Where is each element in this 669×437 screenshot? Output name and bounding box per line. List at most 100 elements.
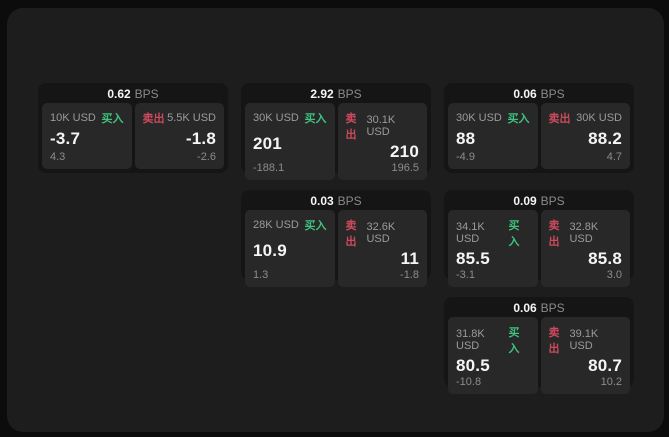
sell-delta: 196.5 — [391, 162, 419, 174]
sell-price: 80.7 — [588, 356, 622, 375]
bps-value: 0.09 — [513, 194, 537, 208]
bps-unit-label: BPS — [540, 87, 565, 101]
sell-price: 85.8 — [588, 249, 622, 268]
bps-unit-label: BPS — [540, 301, 565, 315]
sell-tile-top: 卖出 32.6K USD — [346, 217, 420, 249]
buy-amount: 28K USD — [253, 219, 299, 231]
buy-tile-top: 34.1K USD 买入 — [456, 217, 530, 249]
buy-tile-top: 30K USD 买入 — [253, 110, 327, 126]
card-header: 0.03 BPS — [245, 193, 427, 210]
sell-amount: 32.8K USD — [569, 221, 599, 245]
sell-amount: 30.1K USD — [366, 114, 396, 138]
buy-price: 80.5 — [456, 356, 490, 375]
buy-quote-tile[interactable]: 31.8K USD 买入 80.5 -10.8 — [448, 317, 538, 394]
buy-price: -3.7 — [50, 128, 81, 148]
buy-delta: 4.3 — [50, 151, 66, 163]
buy-amount: 30K USD — [456, 112, 502, 124]
sell-delta: 4.7 — [606, 151, 622, 163]
sell-amount: 32.6K USD — [366, 221, 396, 245]
sell-quote-tile[interactable]: 卖出 5.5K USD -1.8 -2.6 — [134, 103, 224, 169]
buy-amount: 30K USD — [253, 112, 299, 124]
quote-panels: 30K USD 买入 88 -4.9 卖出 30K USD 88.2 4.7 — [448, 103, 630, 169]
bps-unit-label: BPS — [337, 87, 362, 101]
sell-price: 11 — [400, 249, 419, 268]
quote-panels: 10K USD 买入 -3.7 4.3 卖出 5.5K USD -1.8 -2.… — [42, 103, 224, 169]
sell-label: 卖出 — [345, 113, 357, 141]
sell-quote-tile[interactable]: 卖出 32.8K USD 85.8 3.0 — [540, 210, 630, 287]
buy-label: 买入 — [508, 327, 520, 355]
card-header: 0.06 BPS — [448, 86, 630, 103]
quote-panels: 31.8K USD 买入 80.5 -10.8 卖出 39.1K USD 80.… — [448, 317, 630, 394]
sell-amount: 5.5K USD — [167, 112, 216, 124]
quote-card: 0.06 BPS 31.8K USD 买入 80.5 -10.8 卖 — [444, 297, 634, 394]
bps-value: 0.06 — [513, 87, 537, 101]
sell-quote-tile[interactable]: 卖出 30.1K USD 210 196.5 — [337, 103, 427, 180]
sell-delta: -2.6 — [197, 151, 216, 163]
sell-tile-top: 卖出 32.8K USD — [549, 217, 623, 249]
bps-value: 0.06 — [513, 301, 537, 315]
sell-quote-tile[interactable]: 卖出 32.6K USD 11 -1.8 — [337, 210, 427, 287]
buy-quote-tile[interactable]: 30K USD 买入 201 -188.1 — [245, 103, 335, 180]
buy-delta: -10.8 — [456, 376, 482, 388]
sell-tile-top: 卖出 5.5K USD — [143, 110, 217, 126]
sell-quote-tile[interactable]: 卖出 39.1K USD 80.7 10.2 — [540, 317, 630, 394]
buy-amount: 34.1K USD — [456, 221, 485, 245]
buy-tile-top: 10K USD 买入 — [50, 110, 124, 126]
buy-tile-top: 31.8K USD 买入 — [456, 324, 530, 356]
sell-price: 88.2 — [588, 128, 622, 148]
board-canvas: 0.62 BPS 10K USD 买入 -3.7 4.3 卖出 — [7, 8, 664, 432]
quote-card: 0.06 BPS 30K USD 买入 88 -4.9 卖出 — [444, 83, 634, 173]
sell-tile-top: 卖出 30K USD — [549, 110, 623, 126]
buy-label: 买入 — [304, 113, 327, 125]
quote-panels: 28K USD 买入 10.9 1.3 卖出 32.6K USD 11 -1.8 — [245, 210, 427, 287]
quote-card: 0.09 BPS 34.1K USD 买入 85.5 -3.1 卖出 — [444, 190, 634, 287]
buy-tile-top: 30K USD 买入 — [456, 110, 530, 126]
card-header: 0.62 BPS — [42, 86, 224, 103]
quote-card-grid: 0.62 BPS 10K USD 买入 -3.7 4.3 卖出 — [38, 83, 634, 394]
bps-value: 0.03 — [310, 194, 334, 208]
buy-quote-tile[interactable]: 10K USD 买入 -3.7 4.3 — [42, 103, 132, 169]
bps-unit-label: BPS — [134, 87, 159, 101]
sell-delta: -1.8 — [400, 269, 419, 281]
buy-label: 买入 — [507, 113, 530, 125]
sell-label: 卖出 — [548, 113, 571, 125]
quote-panels: 34.1K USD 买入 85.5 -3.1 卖出 32.8K USD 85.8… — [448, 210, 630, 287]
sell-label: 卖出 — [548, 220, 560, 248]
buy-price: 10.9 — [253, 241, 287, 260]
sell-quote-tile[interactable]: 卖出 30K USD 88.2 4.7 — [540, 103, 630, 169]
sell-amount: 30K USD — [576, 112, 622, 124]
sell-price: 210 — [390, 142, 419, 161]
sell-label: 卖出 — [548, 327, 560, 355]
buy-amount: 31.8K USD — [456, 328, 485, 352]
buy-label: 买入 — [508, 220, 520, 248]
bps-value: 0.62 — [107, 87, 131, 101]
quote-panels: 30K USD 买入 201 -188.1 卖出 30.1K USD 210 1… — [245, 103, 427, 180]
card-header: 0.09 BPS — [448, 193, 630, 210]
card-header: 0.06 BPS — [448, 300, 630, 317]
buy-label: 买入 — [101, 113, 124, 125]
sell-delta: 10.2 — [600, 376, 622, 388]
buy-delta: -188.1 — [253, 162, 285, 174]
buy-quote-tile[interactable]: 34.1K USD 买入 85.5 -3.1 — [448, 210, 538, 287]
sell-label: 卖出 — [142, 113, 165, 125]
quote-card: 2.92 BPS 30K USD 买入 201 -188.1 卖出 — [241, 83, 431, 180]
buy-tile-top: 28K USD 买入 — [253, 217, 327, 233]
sell-delta: 3.0 — [606, 269, 622, 281]
buy-price: 88 — [456, 128, 476, 148]
sell-amount: 39.1K USD — [569, 328, 599, 352]
buy-label: 买入 — [304, 220, 327, 232]
bps-value: 2.92 — [310, 87, 334, 101]
buy-price: 85.5 — [456, 249, 490, 268]
quote-card: 0.03 BPS 28K USD 买入 10.9 1.3 卖出 — [241, 190, 431, 287]
sell-tile-top: 卖出 30.1K USD — [346, 110, 420, 142]
buy-quote-tile[interactable]: 28K USD 买入 10.9 1.3 — [245, 210, 335, 287]
buy-delta: 1.3 — [253, 269, 269, 281]
buy-delta: -4.9 — [456, 151, 475, 163]
buy-delta: -3.1 — [456, 269, 475, 281]
bps-unit-label: BPS — [337, 194, 362, 208]
buy-price: 201 — [253, 134, 282, 153]
buy-quote-tile[interactable]: 30K USD 买入 88 -4.9 — [448, 103, 538, 169]
sell-price: -1.8 — [185, 128, 216, 148]
buy-amount: 10K USD — [50, 112, 96, 124]
